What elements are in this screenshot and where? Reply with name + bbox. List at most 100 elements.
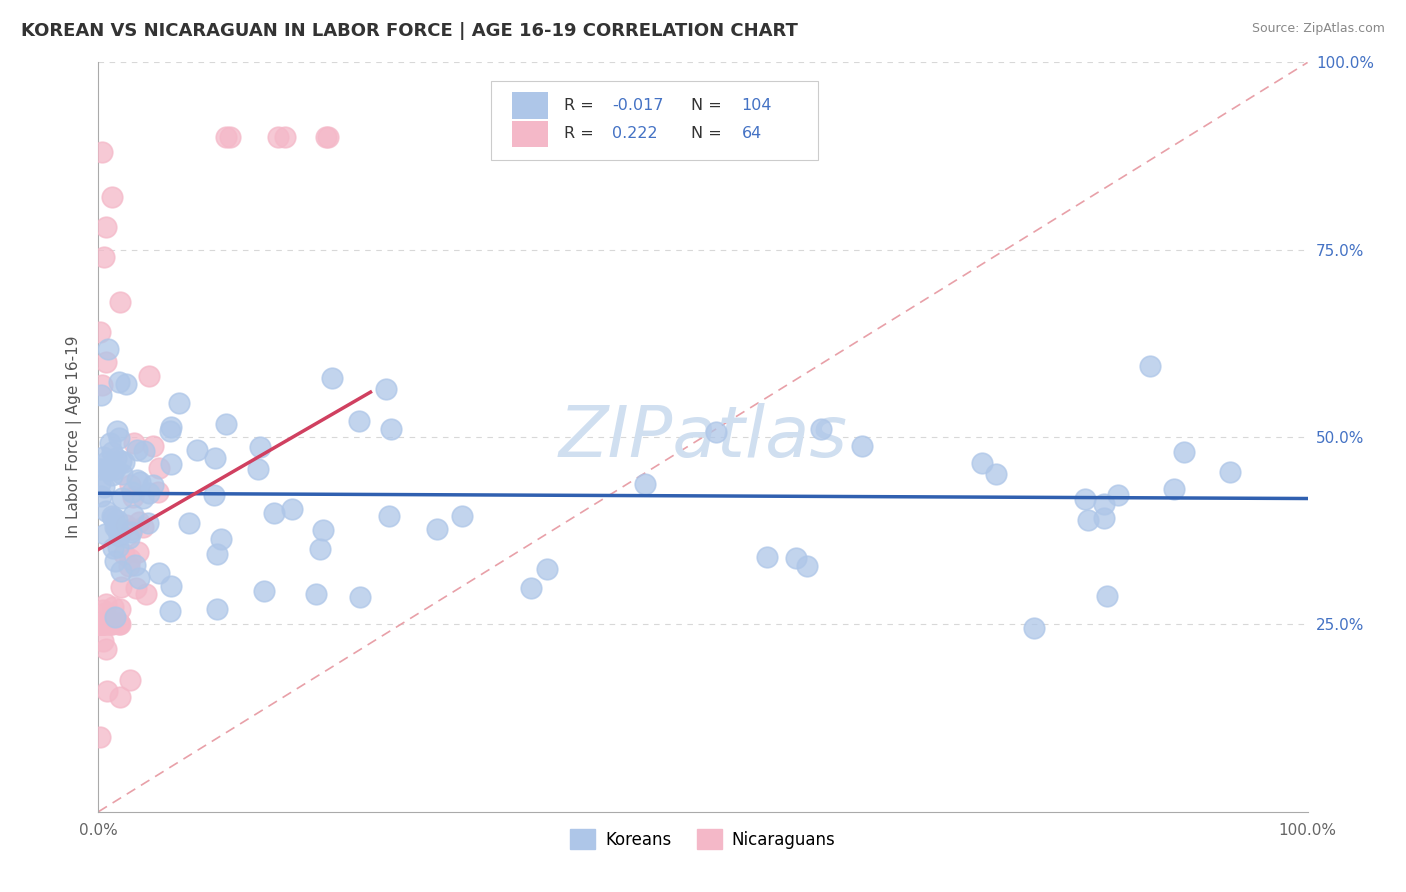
Point [1077, 513, 1099, 527]
Point [118, 558, 141, 573]
Point [124, 558, 146, 572]
Point [148, 566, 170, 580]
Point [89, 325, 111, 339]
Point [91, 617, 114, 632]
Point [89, 617, 111, 632]
Point [118, 478, 141, 492]
Point [186, 442, 208, 457]
Point [263, 506, 285, 520]
Y-axis label: In Labor Force | Age 16-19: In Labor Force | Age 16-19 [66, 335, 83, 539]
Point [89, 617, 111, 632]
Point [121, 508, 143, 522]
Point [202, 488, 225, 502]
Point [100, 617, 122, 632]
Point [1173, 445, 1195, 459]
Point [112, 547, 135, 561]
Point [94, 642, 117, 657]
Point [121, 484, 143, 499]
Point [1022, 622, 1045, 636]
Point [97, 460, 120, 475]
Point [96, 683, 118, 698]
Point [94, 606, 117, 620]
Point [91, 377, 114, 392]
Point [160, 457, 183, 471]
Point [101, 541, 124, 555]
Point [108, 617, 131, 632]
Point [146, 485, 169, 500]
Point [1097, 589, 1119, 603]
Point [101, 445, 124, 459]
Point [138, 369, 160, 384]
FancyBboxPatch shape [512, 93, 548, 119]
Point [380, 421, 402, 435]
Point [97, 342, 120, 356]
Point [89, 617, 111, 632]
Legend: Koreans, Nicaraguans: Koreans, Nicaraguans [564, 822, 842, 855]
Point [105, 519, 128, 533]
Point [128, 515, 150, 529]
Point [1107, 487, 1129, 501]
Point [110, 295, 132, 310]
Point [91, 145, 114, 160]
Point [91, 450, 114, 464]
Point [89, 617, 111, 632]
Text: 104: 104 [742, 97, 772, 112]
Point [1092, 497, 1115, 511]
Point [115, 376, 138, 391]
Point [1092, 510, 1115, 524]
Point [142, 478, 165, 492]
Point [426, 523, 449, 537]
Point [134, 587, 156, 601]
Point [312, 523, 335, 537]
Point [129, 475, 152, 489]
Point [209, 532, 232, 546]
Point [96, 617, 118, 632]
Point [91, 617, 114, 632]
Point [1163, 482, 1185, 496]
Point [281, 501, 304, 516]
Point [134, 443, 156, 458]
Point [105, 425, 128, 439]
Point [851, 439, 873, 453]
Text: ZIPatlas: ZIPatlas [558, 402, 848, 472]
Point [519, 581, 541, 595]
Point [93, 250, 115, 264]
Point [98, 436, 121, 450]
Point [450, 508, 472, 523]
Point [215, 130, 238, 145]
Point [121, 522, 143, 536]
Point [108, 375, 131, 389]
Point [100, 467, 122, 482]
Point [114, 517, 136, 532]
Point [375, 382, 398, 396]
Point [104, 610, 127, 624]
Point [315, 130, 337, 145]
Point [108, 615, 131, 630]
Point [104, 519, 127, 533]
Point [118, 532, 141, 546]
Point [89, 617, 111, 632]
Point [378, 508, 401, 523]
Point [94, 527, 117, 541]
Point [148, 460, 170, 475]
Point [93, 603, 115, 617]
Point [91, 633, 114, 648]
Point [142, 439, 165, 453]
Point [249, 440, 271, 454]
Point [132, 519, 155, 533]
Point [127, 443, 149, 458]
Point [103, 554, 125, 568]
Text: KOREAN VS NICARAGUAN IN LABOR FORCE | AGE 16-19 CORRELATION CHART: KOREAN VS NICARAGUAN IN LABOR FORCE | AG… [21, 22, 799, 40]
Point [110, 580, 132, 594]
Point [796, 558, 818, 573]
Point [755, 549, 778, 564]
Point [104, 462, 127, 476]
Point [101, 508, 124, 523]
Point [305, 587, 328, 601]
Point [90, 489, 112, 503]
Point [169, 396, 191, 410]
Text: -0.017: -0.017 [613, 97, 664, 112]
Point [107, 617, 129, 632]
Point [128, 571, 150, 585]
Point [267, 130, 290, 145]
